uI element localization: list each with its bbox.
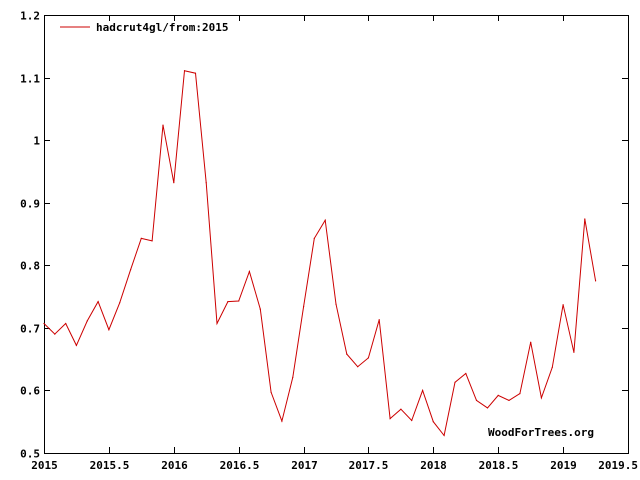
data-point xyxy=(227,301,229,303)
data-point xyxy=(281,420,283,422)
x-tick-label: 2018 xyxy=(420,459,447,472)
x-tick-label: 2018.5 xyxy=(479,459,519,472)
data-point xyxy=(432,421,434,423)
series-line-0 xyxy=(43,70,597,437)
data-point xyxy=(140,237,142,239)
data-point xyxy=(270,391,272,393)
data-point xyxy=(216,322,218,325)
y-tick-label: 0.7 xyxy=(20,323,40,336)
data-point xyxy=(313,237,315,239)
y-tick-label: 1.2 xyxy=(20,10,40,23)
data-point xyxy=(443,434,445,437)
data-point xyxy=(346,353,348,355)
y-tick-label: 0.8 xyxy=(20,260,40,273)
y-axis: 0.5 0.6 0.7 0.8 0.9 1 1.1 1.2 xyxy=(20,10,628,461)
data-point xyxy=(97,301,99,303)
data-point xyxy=(205,182,207,184)
data-point xyxy=(86,320,88,322)
legend: hadcrut4gl/from:2015 xyxy=(60,21,228,34)
data-point xyxy=(259,308,261,310)
data-point xyxy=(75,344,77,346)
x-axis: 2015 2015.5 2016 2016.5 2017 2017.5 2018 2018.5… xyxy=(31,15,638,472)
data-point xyxy=(183,70,186,72)
data-point xyxy=(151,240,153,242)
data-point xyxy=(378,319,380,321)
legend-label: hadcrut4gl/from:2015 xyxy=(96,21,228,34)
data-point xyxy=(530,341,532,343)
data-point xyxy=(162,124,164,126)
data-point xyxy=(551,366,553,368)
x-tick-label: 2017.5 xyxy=(349,459,389,472)
data-point xyxy=(497,394,499,396)
y-tick-label: 0.6 xyxy=(20,385,40,398)
data-point xyxy=(238,300,240,302)
data-point xyxy=(248,270,250,273)
data-point xyxy=(540,397,543,399)
data-point xyxy=(130,269,132,271)
watermark-annotation: WoodForTrees.org xyxy=(488,426,594,439)
x-tick-label: 2015.5 xyxy=(90,459,130,472)
data-point xyxy=(411,419,413,422)
y-tick-label: 0.5 xyxy=(20,448,40,461)
data-point xyxy=(475,399,478,401)
data-point xyxy=(508,399,510,401)
series-layer xyxy=(43,70,597,437)
data-point xyxy=(194,72,197,74)
data-point xyxy=(335,303,337,305)
y-tick-label: 1.1 xyxy=(20,73,40,86)
x-tick-label: 2016.5 xyxy=(220,459,260,472)
x-tick-label: 2016 xyxy=(161,459,188,472)
data-point xyxy=(400,408,402,410)
data-point xyxy=(173,182,175,184)
y-tick-label: 0.9 xyxy=(20,198,40,211)
x-tick-label: 2015 xyxy=(31,459,58,472)
data-point xyxy=(43,322,45,325)
data-point xyxy=(454,381,456,383)
data-point xyxy=(389,418,391,420)
data-point xyxy=(584,218,586,220)
data-point xyxy=(303,306,305,308)
data-point xyxy=(357,366,359,368)
x-tick-label: 2017 xyxy=(291,459,318,472)
data-point xyxy=(595,280,597,282)
data-point xyxy=(108,329,110,331)
data-point xyxy=(562,304,564,306)
data-point xyxy=(65,322,67,325)
data-point xyxy=(367,357,369,359)
data-point xyxy=(573,351,575,353)
data-point xyxy=(486,407,489,409)
data-point xyxy=(519,393,521,395)
data-point xyxy=(422,389,424,391)
x-tick-label: 2019 xyxy=(550,459,577,472)
data-point xyxy=(292,376,294,378)
data-point xyxy=(465,372,467,375)
data-point xyxy=(119,302,121,304)
data-point xyxy=(54,333,56,335)
x-tick-label: 2019.5 xyxy=(598,459,638,472)
plot-frame xyxy=(44,15,629,454)
data-point xyxy=(324,219,326,221)
y-tick-label: 1 xyxy=(33,135,40,148)
